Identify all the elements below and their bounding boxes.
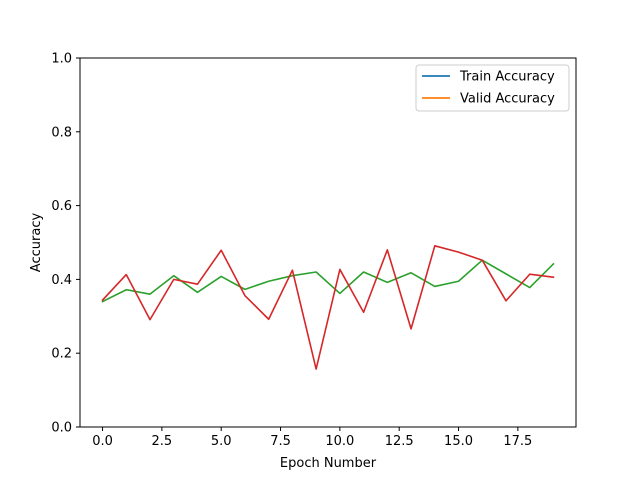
series-layer — [101, 245, 555, 370]
x-tick-label: 10.0 — [325, 434, 354, 449]
legend: Train Accuracy Valid Accuracy — [415, 64, 570, 112]
x-tick-label: 5.0 — [211, 434, 232, 449]
x-tick-label: 15.0 — [444, 434, 473, 449]
x-tick-label: 0.0 — [92, 434, 113, 449]
y-tick-label: 0.2 — [51, 347, 72, 362]
legend-label-2: Valid Accuracy — [460, 92, 555, 107]
x-tick-label: 7.5 — [270, 434, 291, 449]
x-axis: 0.0 2.5 5.0 7.5 10.0 12.5 15.0 17.5 — [92, 427, 532, 449]
x-tick-label: 2.5 — [152, 434, 173, 449]
series-line-2 — [101, 245, 555, 370]
y-tick-label: 1.0 — [51, 52, 72, 67]
y-tick-label: 0.4 — [51, 273, 72, 288]
x-tick-label: 12.5 — [385, 434, 414, 449]
x-axis-label: Epoch Number — [280, 456, 377, 471]
series-line-1 — [101, 259, 555, 303]
x-tick-label: 17.5 — [503, 434, 532, 449]
plot-frame — [79, 57, 577, 428]
y-axis-label: Accuracy — [29, 213, 44, 273]
y-tick-label: 0.0 — [51, 421, 72, 436]
legend-box — [415, 64, 570, 112]
y-tick-label: 0.6 — [51, 199, 72, 214]
y-axis: 0.0 0.2 0.4 0.6 0.8 1.0 — [51, 52, 80, 436]
y-tick-label: 0.8 — [51, 125, 72, 140]
legend-label-1: Train Accuracy — [459, 70, 555, 85]
